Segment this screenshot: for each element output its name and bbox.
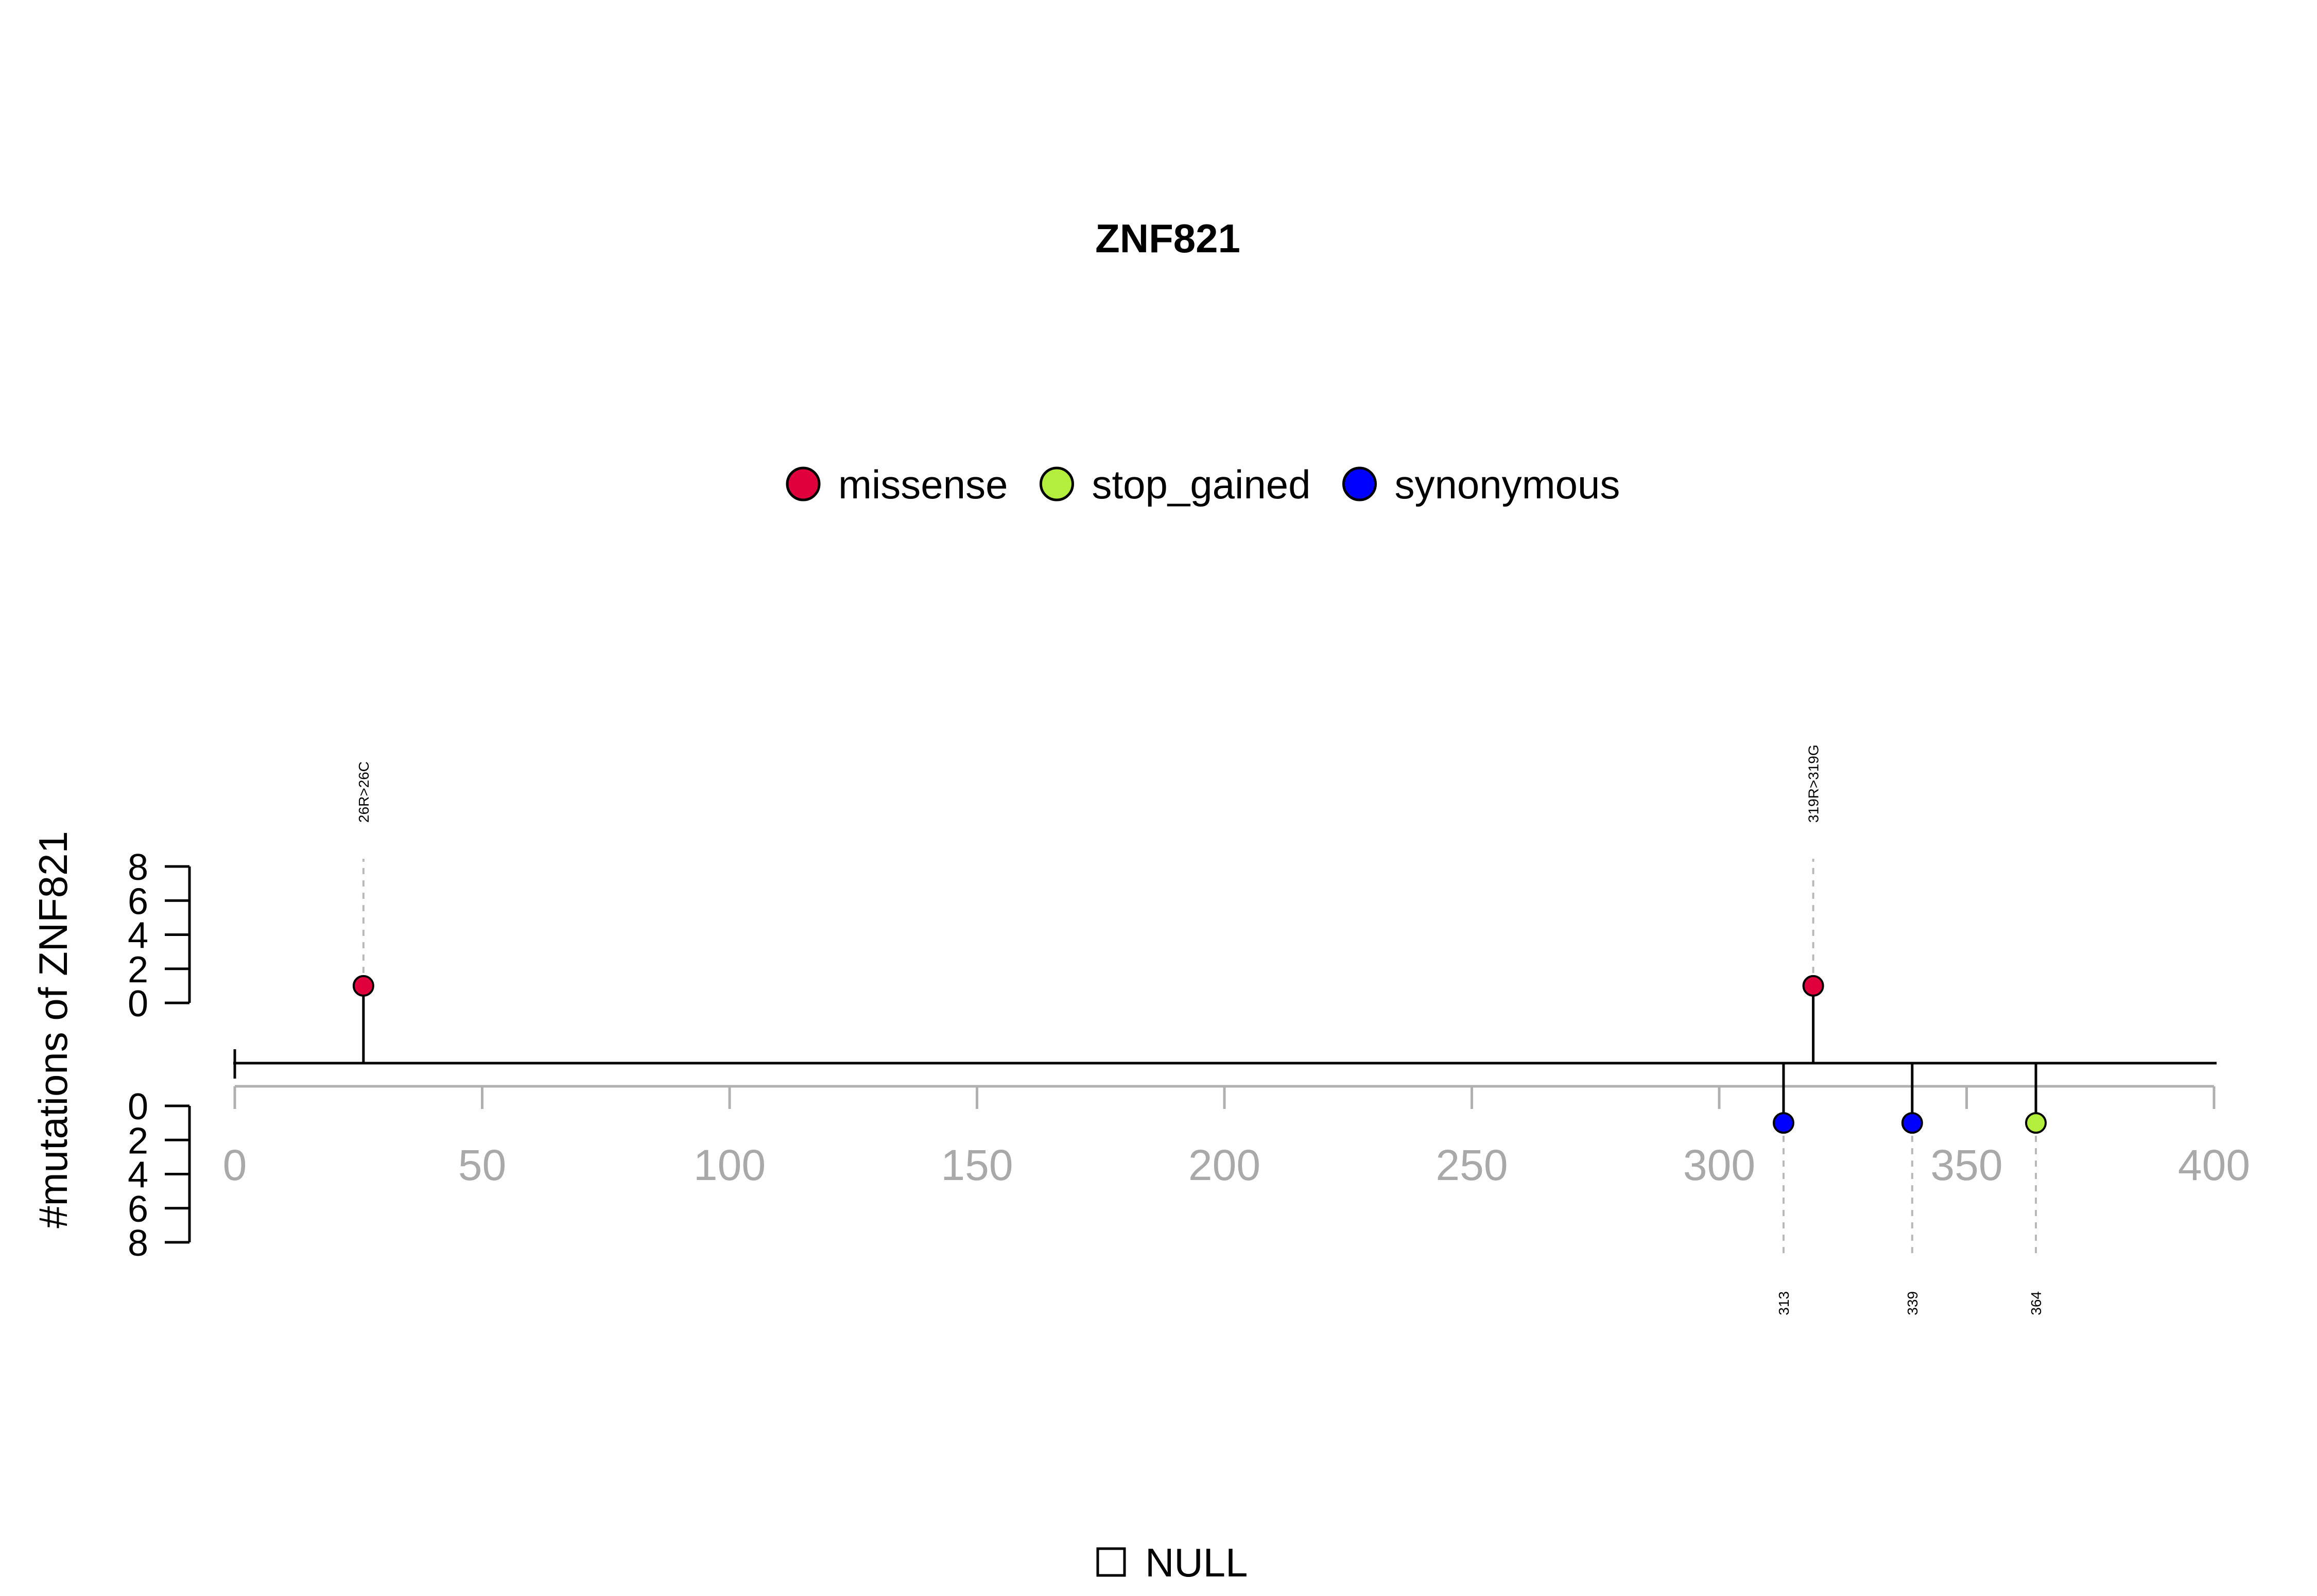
bottom-legend: NULL (1096, 1540, 1248, 1585)
mutation-label: 339 (1905, 1291, 1921, 1315)
legend-marker-stop_gained (1039, 466, 1074, 501)
lollipop-head-missense (1802, 975, 1824, 997)
y-axis-top-tick-label: 8 (128, 847, 148, 888)
lollipop-head-synonymous (1901, 1112, 1923, 1134)
mutation-label: 313 (1776, 1291, 1792, 1315)
lollipop-head-synonymous (1772, 1112, 1794, 1134)
x-axis-tick-label: 400 (2178, 1141, 2250, 1189)
y-axis-bottom-tick-label: 4 (128, 1155, 148, 1196)
x-axis-tick-label: 350 (1930, 1141, 2002, 1189)
mutation-synonymous-339: 339 (1901, 1063, 1923, 1315)
mutation-missense-319: 319R>319G (1802, 744, 1824, 1063)
lollipop-head-stop_gained (2025, 1112, 2047, 1134)
mutation-stop_gained-364: 364 (2025, 1063, 2047, 1315)
y-axis-top-tick-label: 6 (128, 881, 148, 922)
x-axis-tick-label: 100 (694, 1141, 766, 1189)
y-axis-label: #mutations of ZNF821 (30, 831, 76, 1228)
legend: missense stop_gained synonymous (786, 462, 1620, 507)
x-axis: 0 50 100 150 200 250 300 350 400 (223, 1085, 2250, 1189)
bottom-legend-label: NULL (1145, 1540, 1248, 1585)
x-axis-tick-label: 150 (941, 1141, 1013, 1189)
y-axis-top-tick-label: 2 (128, 949, 148, 991)
mutation-label: 364 (2028, 1291, 2044, 1315)
y-axis-bottom-tick-label: 0 (128, 1086, 148, 1127)
x-axis-tick-label: 50 (458, 1141, 506, 1189)
mutation-label: 319R>319G (1806, 744, 1822, 823)
bottom-legend-swatch (1096, 1547, 1126, 1577)
mutation-label: 26R>26C (356, 761, 372, 823)
x-axis-tick-label: 0 (223, 1141, 247, 1189)
mutation-lollipops: 26R>26C 319R>319G 313 339 364 (352, 744, 2047, 1315)
legend-label-missense: missense (838, 462, 1008, 507)
lollipop-head-missense (352, 975, 374, 997)
legend-marker-synonymous (1342, 466, 1377, 501)
legend-label-stop_gained: stop_gained (1092, 462, 1310, 507)
y-axis-bottom-tick-label: 6 (128, 1189, 148, 1230)
y-axis-bottom-tick-label: 2 (128, 1120, 148, 1161)
legend-marker-missense (786, 466, 821, 501)
chart-title: ZNF821 (1095, 216, 1240, 261)
x-axis-tick-label: 300 (1683, 1141, 1755, 1189)
y-axis-top-tick-label: 0 (128, 983, 148, 1025)
mutation-synonymous-313: 313 (1772, 1063, 1794, 1315)
x-axis-tick-label: 250 (1436, 1141, 1508, 1189)
legend-label-synonymous: synonymous (1395, 462, 1620, 507)
mutation-missense-26: 26R>26C (352, 761, 374, 1063)
y-axis-top-tick-label: 4 (128, 915, 148, 957)
x-axis-tick-label: 200 (1188, 1141, 1260, 1189)
y-axis-bottom-tick-label: 8 (128, 1223, 148, 1264)
